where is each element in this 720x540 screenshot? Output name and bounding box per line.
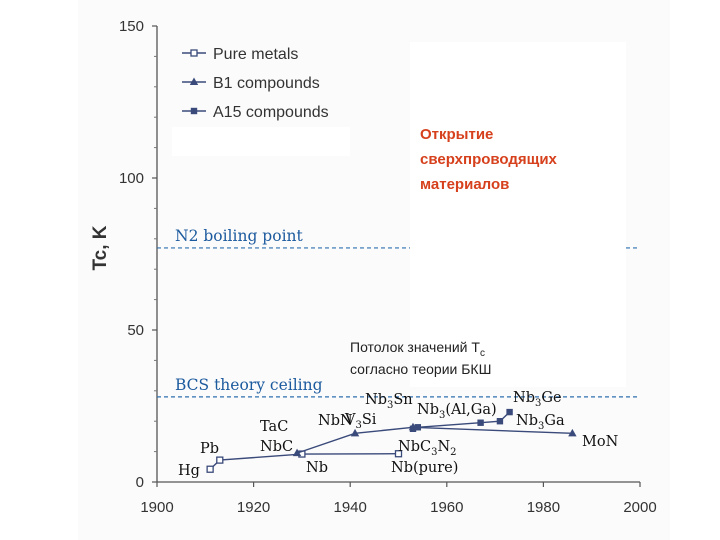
cover-box-right (410, 42, 626, 387)
point-label: V3Si (344, 412, 377, 431)
data-point-filled-square (190, 107, 198, 115)
data-point-filled-square (506, 408, 513, 416)
y-tick-label: 0 (136, 474, 144, 491)
x-tick-label: 1900 (140, 499, 173, 516)
data-point-filled-square (477, 419, 484, 426)
data-point-filled-square (409, 425, 417, 432)
point-label: NbN (318, 413, 353, 429)
x-tick-label: 1920 (237, 499, 270, 516)
ceiling-annotation-line2: согласно теории БКШ (350, 361, 491, 377)
y-tick-label: 50 (127, 322, 144, 339)
point-label: Pb (200, 441, 219, 457)
data-point-triangle (189, 77, 199, 85)
x-tick-label: 2000 (623, 499, 656, 516)
y-axis-label: Tc, K (90, 225, 111, 270)
y-tick-label: 100 (119, 170, 144, 187)
discovery-annotation-line1: Открытие (420, 126, 493, 143)
point-label: Nb (306, 460, 328, 476)
cover-box-left (172, 127, 350, 156)
data-point-open-square (216, 456, 224, 464)
legend-entry: B1 compounds (213, 75, 320, 92)
point-label: NbC3N2 (398, 439, 457, 458)
x-tick-label: 1940 (334, 499, 367, 516)
point-label: MoN (582, 434, 619, 450)
ceiling-annotation-line1: Потолок значений Tc (350, 339, 485, 359)
legend: Pure metals B1 compounds A15 compounds (182, 46, 329, 121)
y-tick-label: 150 (119, 18, 144, 35)
point-label: Nb(pure) (391, 460, 458, 476)
data-point-filled-square (496, 418, 504, 425)
x-tick-label: 1960 (430, 499, 463, 516)
point-label: TaC NbC (260, 419, 293, 455)
legend-entry: A15 compounds (213, 104, 329, 121)
discovery-annotation-line2: сверхпроводящих (420, 151, 558, 168)
ceiling-annotation-subscript: c (480, 348, 485, 359)
point-label: Nb3(Al,Ga) (417, 402, 497, 421)
x-tick-label: 1980 (527, 499, 560, 516)
data-point-open-square (206, 465, 214, 473)
point-label: Nb3Sn (365, 392, 413, 411)
data-point-triangle (568, 428, 577, 437)
data-point-triangle (350, 428, 360, 437)
data-point-open-square (394, 450, 403, 458)
point-label: Hg (178, 463, 200, 479)
data-point-open-square (190, 49, 198, 57)
discovery-annotation-line3: материалов (420, 176, 509, 193)
ceiling-annotation-text: Потолок значений T (350, 339, 480, 355)
legend-entry: Pure metals (213, 46, 298, 63)
data-point-triangle (292, 448, 302, 457)
point-label: Nb3Ga (516, 413, 565, 432)
data-point-filled-square (414, 424, 422, 431)
point-label: Nb3Ge (513, 390, 562, 409)
reference-line-label: BCS theory ceiling (175, 376, 323, 394)
series-line (296, 426, 573, 454)
reference-line-label: N2 boiling point (175, 227, 304, 245)
series-line (209, 453, 399, 470)
